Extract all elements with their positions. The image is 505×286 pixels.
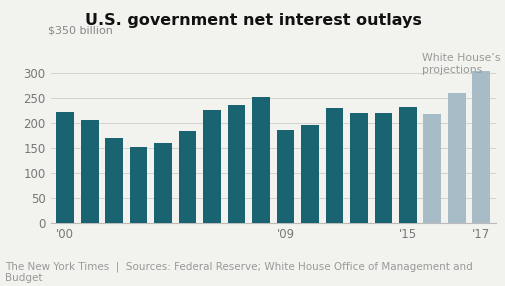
Bar [398, 107, 416, 223]
Text: $350 billion: $350 billion [48, 25, 113, 35]
Bar [251, 97, 269, 223]
Text: White House’s
projections: White House’s projections [422, 53, 500, 75]
Bar [105, 138, 123, 223]
Bar [154, 143, 172, 223]
Bar [374, 113, 391, 223]
Bar [276, 130, 294, 223]
Bar [447, 93, 465, 223]
Bar [325, 108, 342, 223]
Bar [178, 131, 196, 223]
Bar [300, 125, 318, 223]
Bar [349, 113, 367, 223]
Bar [81, 120, 98, 223]
Bar [472, 71, 489, 223]
Bar [423, 114, 440, 223]
Bar [227, 105, 245, 223]
Bar [57, 112, 74, 223]
Bar [203, 110, 221, 223]
Text: The New York Times  |  Sources: Federal Reserve; White House Office of Managemen: The New York Times | Sources: Federal Re… [5, 261, 472, 283]
Text: U.S. government net interest outlays: U.S. government net interest outlays [84, 13, 421, 28]
Bar [130, 147, 147, 223]
